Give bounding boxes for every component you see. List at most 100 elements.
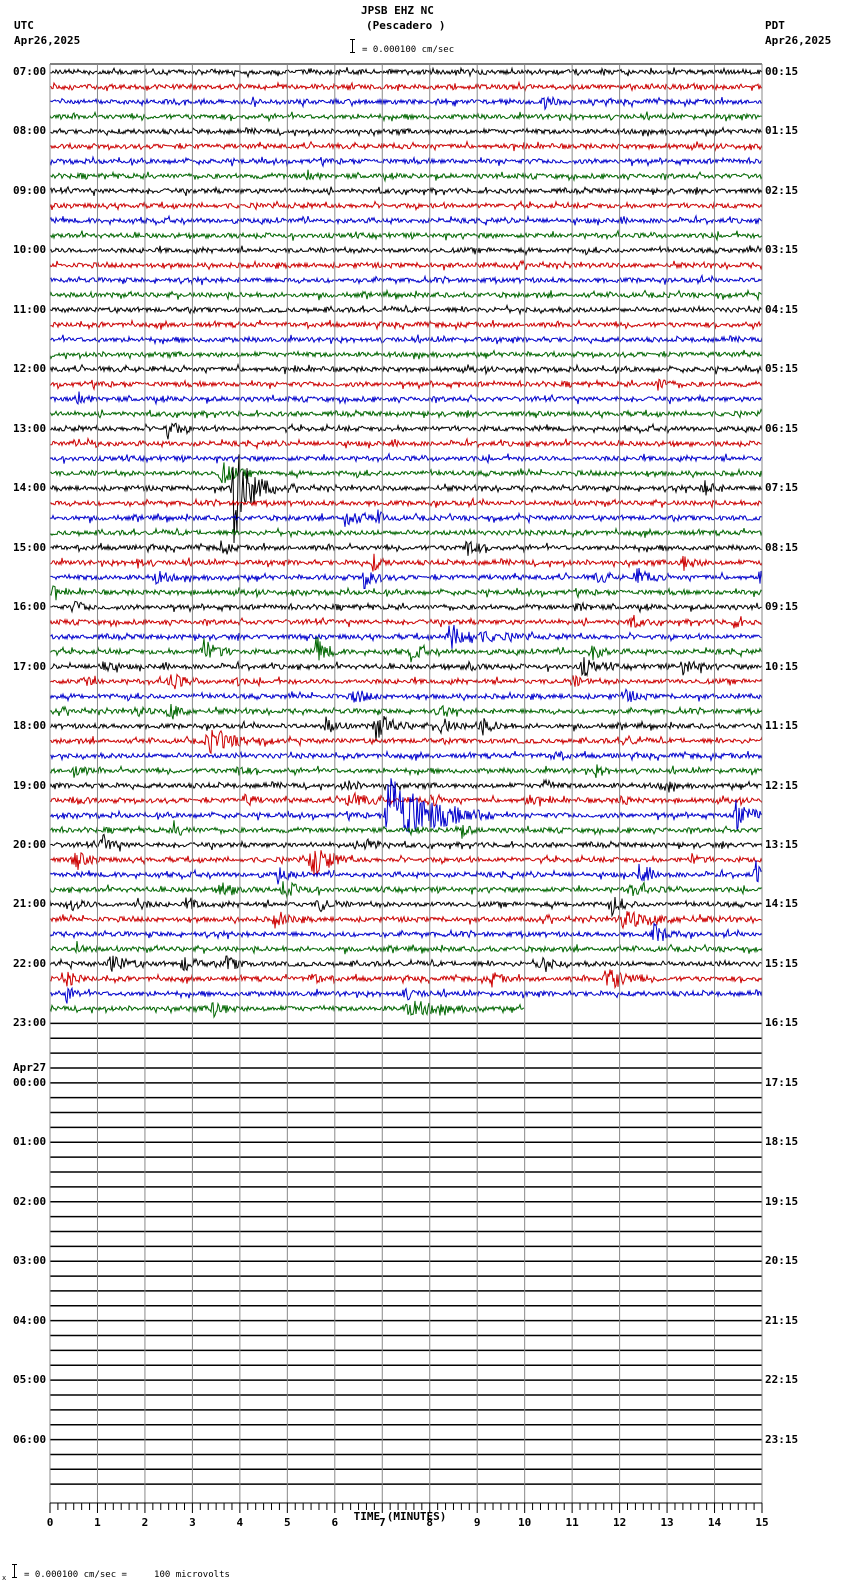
pdt-hour-label: 03:15 xyxy=(765,243,799,257)
trace-line xyxy=(49,729,763,755)
trace-line xyxy=(49,986,763,1004)
trace-line xyxy=(49,436,762,451)
pdt-hour-label: 18:15 xyxy=(765,1135,799,1149)
trace-line xyxy=(49,422,763,440)
utc-hour-label: 11:00 xyxy=(13,302,47,316)
trace-line xyxy=(49,614,763,629)
left-timezone: UTC xyxy=(14,19,34,32)
utc-hour-label: 03:00 xyxy=(13,1254,47,1268)
pdt-hour-label: 15:15 xyxy=(765,956,799,970)
utc-hour-label: 20:00 xyxy=(13,837,47,851)
trace-line xyxy=(49,454,763,544)
pdt-hour-label: 01:15 xyxy=(765,124,799,138)
trace-line xyxy=(49,585,763,601)
trace-line xyxy=(49,553,763,572)
x-tick-label: 10 xyxy=(518,1516,531,1529)
trace-line xyxy=(49,636,763,663)
trace-line xyxy=(49,95,763,111)
trace-line xyxy=(49,462,763,484)
trace-line xyxy=(49,749,763,763)
trace-line xyxy=(49,791,763,807)
pdt-hour-label: 11:15 xyxy=(765,719,799,733)
utc-hour-label: 01:00 xyxy=(13,1135,47,1149)
trace-line xyxy=(49,688,763,703)
trace-line xyxy=(49,567,763,589)
trace-line xyxy=(49,969,763,990)
footer-scale-bar-icon xyxy=(12,1564,17,1578)
pdt-hour-label: 19:15 xyxy=(765,1194,799,1208)
trace-line xyxy=(49,820,763,839)
utc-hour-label: 07:00 xyxy=(13,65,47,78)
trace-line xyxy=(49,880,763,900)
pdt-hour-label: 07:15 xyxy=(765,481,799,495)
trace-line xyxy=(49,169,763,183)
pdt-hour-label: 00:15 xyxy=(765,65,799,78)
left-date: Apr26,2025 xyxy=(14,34,81,47)
trace-line xyxy=(49,139,763,153)
utc-hour-label: 13:00 xyxy=(13,421,47,435)
utc-hour-label: 06:00 xyxy=(13,1432,47,1446)
trace-line xyxy=(49,334,763,346)
trace-line xyxy=(49,897,763,918)
x-tick-label: 15 xyxy=(755,1516,768,1529)
trace-line xyxy=(49,540,763,556)
x-tick-label: 2 xyxy=(142,1516,149,1529)
trace-line xyxy=(49,704,763,720)
trace-line xyxy=(49,110,763,123)
pdt-hour-label: 13:15 xyxy=(765,837,799,851)
utc-hour-label: 16:00 xyxy=(13,600,47,614)
utc-hour-label: 05:00 xyxy=(13,1373,47,1387)
x-tick-label: 6 xyxy=(331,1516,338,1529)
utc-hour-label: 00:00 xyxy=(13,1075,47,1089)
utc-hour-label: 02:00 xyxy=(13,1194,47,1208)
trace-line xyxy=(49,273,763,286)
pdt-hour-label: 09:15 xyxy=(765,600,799,614)
pdt-hour-label: 17:15 xyxy=(765,1075,799,1089)
trace-line xyxy=(49,66,763,79)
date-change-label: Apr27 xyxy=(13,1060,47,1074)
trace-line xyxy=(49,778,763,793)
trace-line xyxy=(49,860,763,885)
x-tick-label: 8 xyxy=(426,1516,433,1529)
utc-hour-label: 14:00 xyxy=(13,481,47,495)
utc-hour-label: 08:00 xyxy=(13,124,47,138)
trace-line xyxy=(49,940,763,955)
pdt-hour-label: 16:15 xyxy=(765,1016,799,1030)
trace-line xyxy=(49,850,763,876)
x-tick-label: 14 xyxy=(708,1516,722,1529)
pdt-hour-label: 20:15 xyxy=(765,1254,799,1268)
utc-hour-label: 15:00 xyxy=(13,540,47,554)
right-date: Apr26,2025 xyxy=(765,34,832,47)
utc-hour-label: 17:00 xyxy=(13,659,47,673)
utc-hour-label: 04:00 xyxy=(13,1313,47,1327)
trace-line xyxy=(49,955,763,972)
trace-line xyxy=(49,155,763,168)
x-tick-label: 12 xyxy=(613,1516,626,1529)
pdt-hour-label: 21:15 xyxy=(765,1313,799,1327)
trace-line xyxy=(49,185,763,197)
trace-line xyxy=(49,509,763,527)
x-tick-label: 4 xyxy=(237,1516,244,1529)
pdt-hour-label: 10:15 xyxy=(765,659,799,673)
trace-line xyxy=(49,833,763,852)
pdt-hour-label: 14:15 xyxy=(765,897,799,911)
trace-line xyxy=(49,378,763,391)
trace-line xyxy=(49,600,763,614)
trace-line xyxy=(49,199,763,212)
utc-hour-label: 23:00 xyxy=(13,1016,47,1030)
trace-line xyxy=(49,715,763,742)
trace-line xyxy=(49,214,763,227)
trace-line xyxy=(49,778,763,833)
right-timezone: PDT xyxy=(765,19,785,32)
utc-hour-label: 10:00 xyxy=(13,243,47,257)
pdt-hour-label: 05:15 xyxy=(765,362,799,376)
pdt-hour-label: 12:15 xyxy=(765,778,799,792)
footer-prefix: x xyxy=(2,1574,7,1582)
trace-line xyxy=(49,80,763,93)
trace-line xyxy=(49,349,763,361)
trace-line xyxy=(49,657,763,678)
trace-line xyxy=(49,921,763,941)
utc-hour-label: 19:00 xyxy=(13,778,47,792)
trace-line xyxy=(49,391,763,406)
